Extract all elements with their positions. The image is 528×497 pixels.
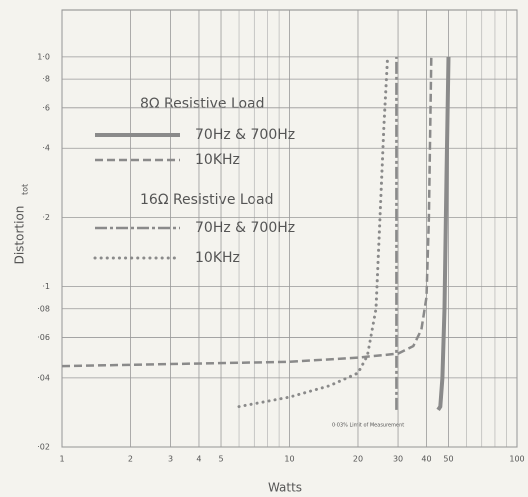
y-tick-label: ·4: [42, 144, 50, 153]
y-axis-label-subscript: tot: [21, 184, 30, 195]
legend-label: 70Hz & 700Hz: [195, 220, 295, 236]
x-tick-label: 10: [284, 455, 294, 464]
legend-label: 10KHz: [195, 152, 240, 168]
legend-title: 8Ω Resistive Load: [140, 96, 265, 112]
annotation: 0·03% Limit of Measurement: [332, 423, 404, 429]
x-tick-label: 100: [509, 455, 524, 464]
y-tick-label: ·06: [37, 333, 50, 342]
y-axis-label-group: Distortion tot: [13, 184, 30, 265]
y-tick-label: ·2: [42, 213, 50, 222]
y-tick-label: ·1: [42, 282, 50, 291]
y-tick-label: ·04: [37, 373, 50, 382]
x-tick-label: 2: [128, 455, 133, 464]
legend-label: 10KHz: [195, 250, 240, 266]
x-tick-label: 3: [168, 455, 173, 464]
legend-title: 16Ω Resistive Load: [140, 192, 273, 208]
y-tick-label: ·8: [42, 75, 50, 84]
x-tick-label: 4: [196, 455, 201, 464]
x-axis-label: Watts: [268, 481, 302, 495]
x-tick-label: 50: [443, 455, 453, 464]
y-tick-label: ·02: [37, 443, 50, 452]
y-tick-label: 1·0: [37, 52, 50, 61]
legend-label: 70Hz & 700Hz: [195, 127, 295, 143]
y-tick-label: ·08: [37, 304, 50, 313]
series-line: [436, 56, 451, 412]
y-tick-label: ·6: [42, 103, 50, 112]
x-tick-label: 1: [59, 455, 64, 464]
y-axis-label: Distortion: [13, 206, 27, 265]
x-tick-label: 30: [393, 455, 403, 464]
series-line: [61, 56, 433, 368]
x-tick-label: 5: [218, 455, 223, 464]
x-tick-label: 40: [421, 455, 431, 464]
x-tick-label: 20: [353, 455, 363, 464]
